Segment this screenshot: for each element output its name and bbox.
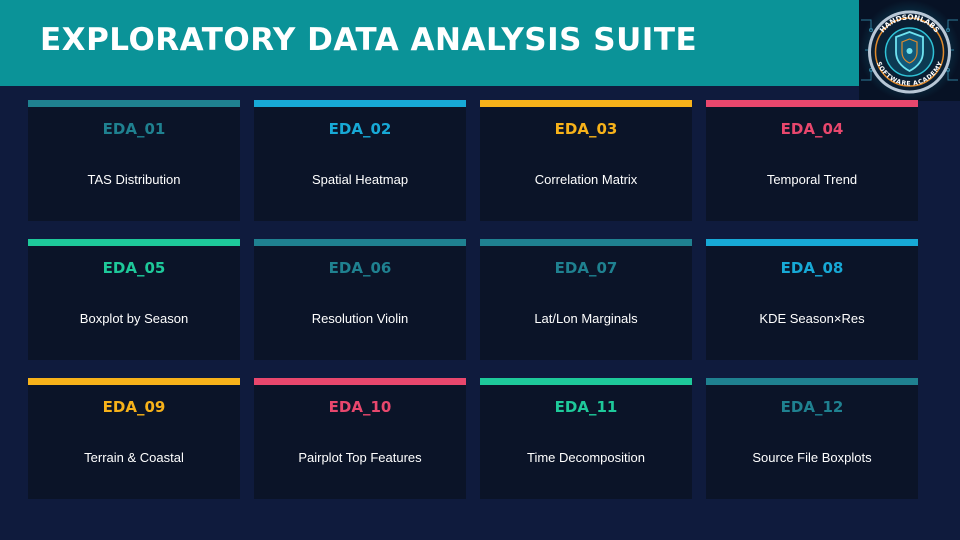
card-code: EDA_02	[328, 120, 392, 138]
card-code: EDA_06	[328, 259, 392, 277]
eda-card[interactable]: EDA_04 Temporal Trend	[706, 100, 918, 221]
card-label: Pairplot Top Features	[298, 450, 422, 465]
card-label: TAS Distribution	[87, 172, 181, 187]
card-code: EDA_04	[780, 120, 844, 138]
card-code: EDA_08	[780, 259, 844, 277]
eda-card[interactable]: EDA_11 Time Decomposition	[480, 378, 692, 499]
eda-card[interactable]: EDA_10 Pairplot Top Features	[254, 378, 466, 499]
eda-card[interactable]: EDA_08 KDE Season×Res	[706, 239, 918, 360]
card-label: Boxplot by Season	[79, 311, 189, 326]
header-bar: EXPLORATORY DATA ANALYSIS SUITE	[0, 0, 960, 86]
card-code: EDA_12	[780, 398, 844, 416]
card-code: EDA_05	[102, 259, 166, 277]
card-label: Time Decomposition	[526, 450, 645, 465]
handsonlabs-logo: HANDSONLABS SOFTWARE ACADEMY	[859, 0, 960, 101]
eda-card[interactable]: EDA_02 Spatial Heatmap	[254, 100, 466, 221]
card-code: EDA_07	[554, 259, 618, 277]
eda-card[interactable]: EDA_09 Terrain & Coastal	[28, 378, 240, 499]
card-code: EDA_01	[102, 120, 166, 138]
eda-card[interactable]: EDA_01 TAS Distribution	[28, 100, 240, 221]
card-label: Source File Boxplots	[752, 450, 872, 465]
eda-card[interactable]: EDA_03 Correlation Matrix	[480, 100, 692, 221]
page-title: EXPLORATORY DATA ANALYSIS SUITE	[40, 22, 698, 58]
card-label: Resolution Violin	[311, 311, 409, 326]
eda-card[interactable]: EDA_05 Boxplot by Season	[28, 239, 240, 360]
card-code: EDA_10	[328, 398, 392, 416]
eda-card[interactable]: EDA_12 Source File Boxplots	[706, 378, 918, 499]
eda-card[interactable]: EDA_06 Resolution Violin	[254, 239, 466, 360]
card-label: Correlation Matrix	[534, 172, 638, 187]
card-code: EDA_11	[554, 398, 618, 416]
card-label: KDE Season×Res	[759, 311, 865, 326]
card-label: Terrain & Coastal	[84, 450, 184, 465]
card-label: Lat/Lon Marginals	[534, 311, 638, 326]
eda-card[interactable]: EDA_07 Lat/Lon Marginals	[480, 239, 692, 360]
card-code: EDA_03	[554, 120, 618, 138]
card-label: Spatial Heatmap	[311, 172, 409, 187]
eda-card-grid: EDA_01 TAS Distribution EDA_02 Spatial Hea…	[28, 100, 918, 500]
card-code: EDA_09	[102, 398, 166, 416]
shield-circuit-logo-icon: HANDSONLABS SOFTWARE ACADEMY	[859, 0, 960, 101]
card-label: Temporal Trend	[766, 172, 858, 187]
